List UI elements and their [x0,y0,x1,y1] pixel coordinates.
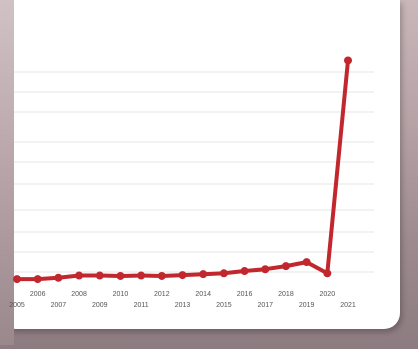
x-tick-label: 2015 [216,302,232,309]
data-point-2009[interactable] [95,271,104,280]
data-point-2013[interactable] [178,271,187,280]
x-tick-label: 2013 [175,302,191,309]
data-point-2006[interactable] [33,275,42,284]
gridlines [14,71,374,273]
x-tick-label: 2016 [237,291,253,298]
series-line [15,58,350,282]
data-point-2011[interactable] [137,271,146,280]
x-tick-label: 2021 [340,302,356,309]
x-tick-label: 2007 [51,302,67,309]
data-point-2021[interactable] [344,56,352,65]
x-tick-label: 2017 [257,302,273,309]
data-point-2005[interactable] [13,275,21,284]
data-point-2017[interactable] [261,265,270,274]
x-tick-label: 2018 [278,291,294,298]
data-point-2016[interactable] [240,267,249,276]
data-point-2018[interactable] [281,262,290,271]
x-tick-label: 2009 [92,302,108,309]
data-point-2020[interactable] [323,269,332,278]
x-tick-label: 2005 [9,302,25,309]
background-shade [0,0,14,345]
data-point-2010[interactable] [116,271,125,280]
x-tick-label: 2019 [299,302,315,309]
data-point-2014[interactable] [199,270,208,279]
x-tick-label: 2020 [320,291,336,298]
data-point-2007[interactable] [54,273,63,282]
x-axis-ticks: 2005 2006 2007 2008 2009 2010 2011 2012 2013 2014… [9,291,356,309]
data-point-2012[interactable] [157,271,166,280]
x-tick-label: 2011 [134,302,149,309]
series-layer [13,56,352,284]
x-tick-label: 2014 [195,291,211,298]
x-tick-label: 2012 [154,291,170,298]
data-point-2019[interactable] [302,258,311,267]
x-tick-label: 2010 [113,291,129,298]
x-tick-label: 2006 [30,291,46,298]
x-tick-label: 2008 [71,291,87,298]
data-point-2015[interactable] [219,269,228,278]
data-point-2008[interactable] [75,271,84,280]
